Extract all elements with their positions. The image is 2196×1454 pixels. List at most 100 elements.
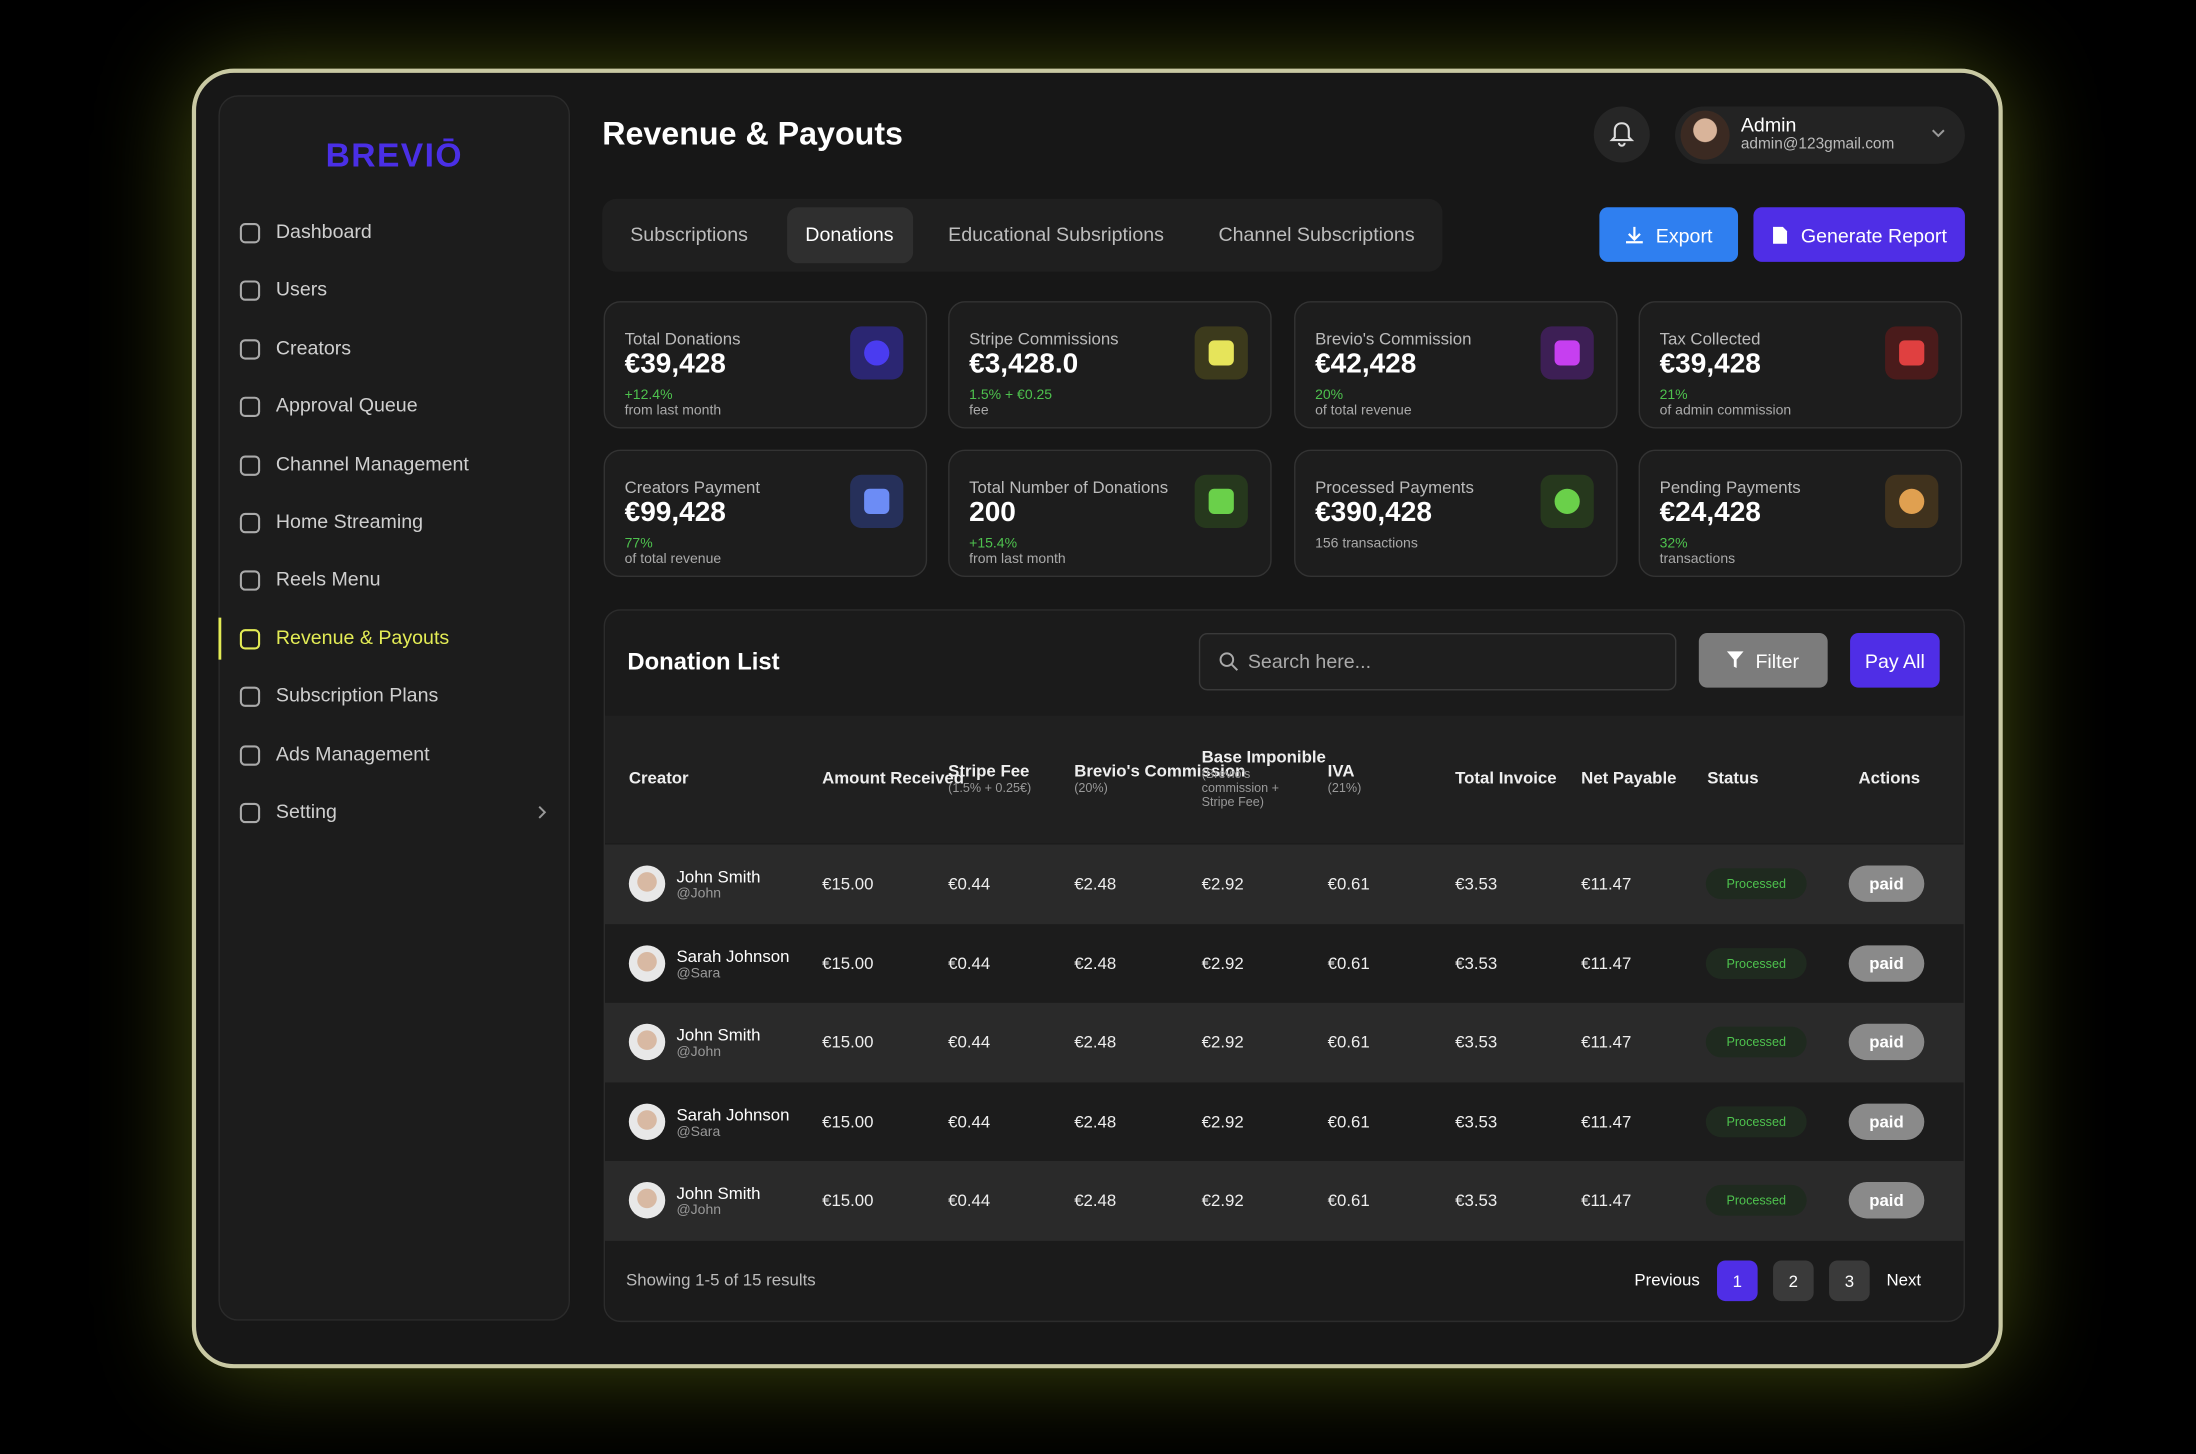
icon-svg bbox=[239, 396, 261, 418]
icon-svg bbox=[239, 686, 261, 708]
cell: €0.44 bbox=[948, 873, 991, 894]
card-highlight: 20% bbox=[1315, 387, 1344, 404]
column-header: Total Invoice bbox=[1455, 769, 1573, 788]
column-label: Brevio's Commission bbox=[1074, 761, 1246, 781]
column-sub: (20%) bbox=[1074, 780, 1108, 795]
nav-item[interactable]: Revenue & Payouts bbox=[275, 625, 450, 649]
paid-button[interactable]: paid bbox=[1848, 1102, 1925, 1140]
nav-item[interactable]: Ads Management bbox=[275, 741, 430, 765]
card-highlight: 77% bbox=[624, 536, 653, 552]
nav-item[interactable]: Home Streaming bbox=[275, 509, 424, 533]
nav-item[interactable]: Channel Management bbox=[275, 451, 469, 475]
status-badge: Processed bbox=[1705, 868, 1807, 900]
icon-svg bbox=[239, 280, 261, 302]
card-note: 21% of admin commission bbox=[1660, 388, 1792, 419]
column-header: Brevio's Commission (20%) bbox=[1074, 761, 1246, 795]
search-box[interactable] bbox=[1198, 633, 1677, 691]
bell-icon bbox=[1609, 120, 1635, 148]
card-icon bbox=[1208, 340, 1234, 366]
card-label: Creators Payment bbox=[624, 477, 761, 498]
next-link[interactable]: Next bbox=[1886, 1270, 1922, 1290]
paid-button[interactable]: paid bbox=[1848, 1182, 1925, 1219]
card-note: 77% of total revenue bbox=[625, 536, 722, 567]
nav-item[interactable]: Users bbox=[275, 277, 328, 301]
card-icon bbox=[1899, 488, 1925, 514]
export-label: Export bbox=[1655, 223, 1713, 246]
column-label: Amount Received bbox=[822, 768, 965, 788]
nav-icon bbox=[238, 627, 262, 651]
card-note-text: of total revenue bbox=[1315, 403, 1412, 419]
nav-item[interactable]: Creators bbox=[275, 335, 352, 359]
nav-icon bbox=[238, 743, 262, 767]
card-highlight: +12.4% bbox=[624, 387, 673, 404]
previous-link[interactable]: Previous bbox=[1634, 1270, 1700, 1290]
card-icon bbox=[1208, 488, 1234, 514]
card-highlight: 32% bbox=[1659, 536, 1688, 552]
nav-item[interactable]: Reels Menu bbox=[275, 567, 381, 591]
icon-svg bbox=[1219, 652, 1239, 671]
nav-item[interactable]: Dashboard bbox=[275, 219, 372, 243]
cell: €0.61 bbox=[1327, 873, 1370, 894]
card-note-text: from last month bbox=[969, 551, 1066, 568]
paid-button[interactable]: paid bbox=[1848, 1023, 1925, 1061]
tab[interactable]: Subscriptions bbox=[630, 222, 748, 246]
icon-svg bbox=[1932, 129, 1945, 138]
page-button[interactable]: 3 bbox=[1829, 1260, 1870, 1302]
card-value: €39,428 bbox=[1659, 348, 1761, 380]
cell: €2.92 bbox=[1201, 953, 1244, 973]
status-badge: Processed bbox=[1705, 1184, 1807, 1216]
cell: €0.44 bbox=[948, 1111, 991, 1131]
icon-svg bbox=[538, 806, 547, 819]
report-button[interactable]: Generate Report bbox=[1753, 207, 1965, 262]
page-button[interactable]: 2 bbox=[1773, 1260, 1814, 1302]
column-label: Base Imponible bbox=[1201, 747, 1326, 767]
filter-icon bbox=[1727, 651, 1745, 669]
column-sub: (Brevio's commission + Stripe Fee) bbox=[1201, 766, 1280, 809]
cell: €2.48 bbox=[1074, 1190, 1117, 1211]
cell: €3.53 bbox=[1455, 873, 1498, 894]
column-label: IVA bbox=[1327, 761, 1355, 781]
cell: €11.47 bbox=[1581, 953, 1632, 973]
icon-svg bbox=[239, 628, 261, 650]
card-label: Pending Payments bbox=[1659, 477, 1801, 498]
card-label: Brevio's Commission bbox=[1315, 329, 1472, 349]
card-note-text: from last month bbox=[624, 403, 722, 419]
card-icon bbox=[1899, 340, 1925, 366]
nav-item[interactable]: Approval Queue bbox=[275, 393, 418, 417]
icon-svg bbox=[239, 570, 261, 592]
card-label: Tax Collected bbox=[1659, 329, 1761, 349]
tab-bar bbox=[602, 198, 1443, 272]
pay-all-button[interactable]: Pay All bbox=[1850, 633, 1940, 688]
nav-item[interactable]: Subscription Plans bbox=[275, 683, 439, 707]
cell: €0.61 bbox=[1327, 1111, 1370, 1131]
creator-name: Sarah Johnson bbox=[676, 946, 790, 966]
card-icon bbox=[1554, 340, 1580, 366]
cell: €11.47 bbox=[1581, 1032, 1632, 1052]
creator-handle: @John bbox=[676, 886, 722, 902]
card-label: Total Number of Donations bbox=[969, 477, 1169, 498]
paid-button[interactable]: paid bbox=[1848, 865, 1925, 902]
column-sub: (21%) bbox=[1327, 780, 1362, 795]
nav-icon bbox=[238, 453, 262, 477]
cell: €11.47 bbox=[1581, 873, 1632, 894]
nav-item[interactable]: Setting bbox=[275, 799, 337, 823]
cell: €0.61 bbox=[1327, 1032, 1370, 1052]
chevron bbox=[535, 804, 549, 821]
cell: €15.00 bbox=[822, 1190, 874, 1211]
card-note-text: 156 transactions bbox=[1315, 536, 1418, 552]
export-button[interactable]: Export bbox=[1599, 207, 1739, 262]
creator-handle: @Sara bbox=[676, 1123, 721, 1140]
filter-button[interactable]: Filter bbox=[1698, 633, 1828, 688]
tab[interactable]: Educational Subsriptions bbox=[948, 222, 1164, 246]
bell-button[interactable] bbox=[1593, 106, 1650, 163]
tab[interactable]: Channel Subscriptions bbox=[1218, 222, 1415, 246]
nav-icon bbox=[238, 685, 262, 709]
card-note-text: fee bbox=[969, 403, 989, 419]
paid-button[interactable]: paid bbox=[1848, 944, 1925, 982]
tab[interactable]: Donations bbox=[805, 222, 894, 246]
active-indicator bbox=[218, 617, 222, 660]
page-button[interactable]: 1 bbox=[1717, 1260, 1758, 1302]
column-header: Base Imponible (Brevio's commission + Str… bbox=[1201, 747, 1326, 809]
